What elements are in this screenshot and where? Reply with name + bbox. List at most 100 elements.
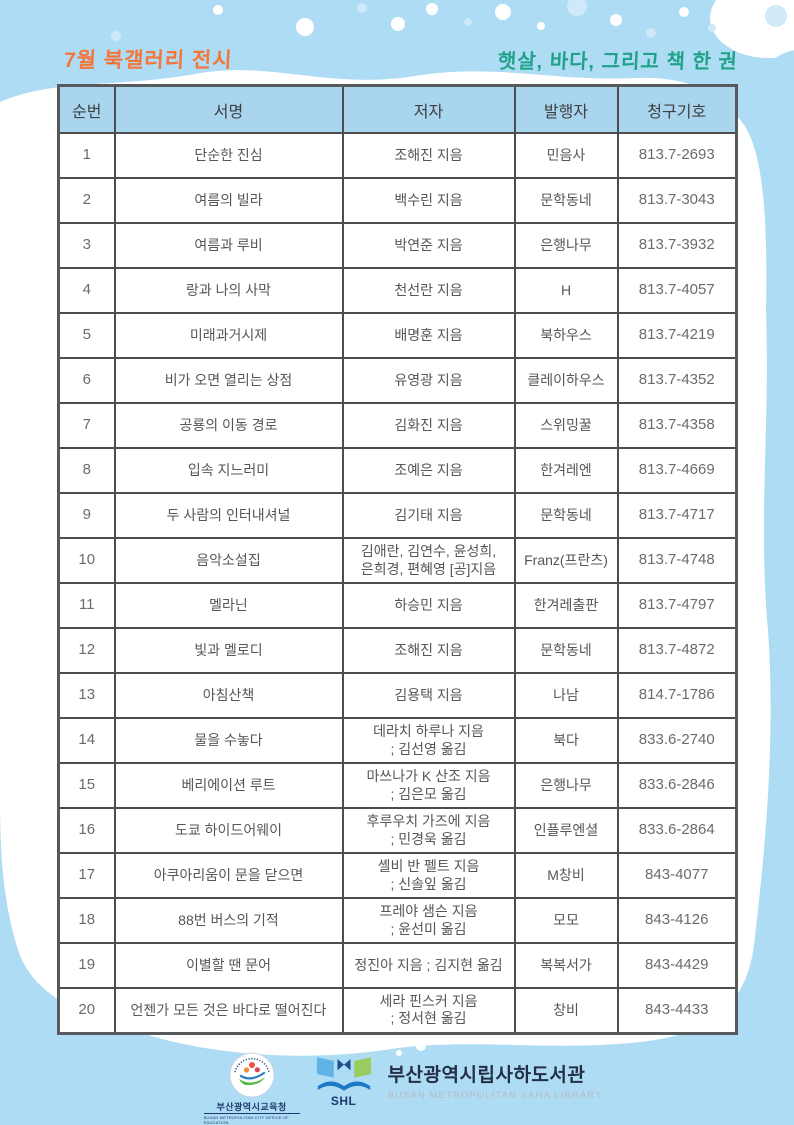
cell-title: 물을 수놓다 [113, 717, 344, 764]
cell-publisher: 북다 [513, 717, 619, 764]
column-header-number: 순번 [57, 84, 116, 134]
cell-callnumber: 813.7-3043 [616, 177, 738, 224]
table-row: 17 아쿠아리움이 문을 닫으면 셸비 반 펠트 지음 ; 신솔잎 옮김 M창비… [57, 852, 738, 899]
cell-number: 2 [57, 177, 116, 224]
cell-publisher: Franz(프란츠) [513, 537, 619, 584]
cell-number: 17 [57, 852, 116, 899]
cell-number: 19 [57, 942, 116, 989]
table-row: 9 두 사람의 인터내셔널 김기태 지음 문학동네 813.7-4717 [57, 492, 738, 539]
cell-number: 14 [57, 717, 116, 764]
cell-number: 11 [57, 582, 116, 629]
table-row: 19 이별할 땐 문어 정진아 지음 ; 김지현 옮김 복복서가 843-442… [57, 942, 738, 989]
footer: 부산광역시교육청 BUSAN METROPOLITAN CITY OFFICE … [6, 1052, 794, 1125]
table-row: 10 음악소설집 김애란, 김연수, 윤성희, 은희경, 편혜영 [공]지음 F… [57, 537, 738, 584]
cell-callnumber: 843-4433 [616, 987, 738, 1034]
cell-author: 후루우치 가즈에 지음 ; 민경욱 옮김 [341, 807, 516, 854]
column-header-publisher: 발행자 [513, 84, 619, 134]
cell-callnumber: 843-4429 [616, 942, 738, 989]
cell-publisher: 나남 [513, 672, 619, 719]
cell-publisher: 모모 [513, 897, 619, 944]
cell-publisher: 북하우스 [513, 312, 619, 359]
cell-author: 백수린 지음 [341, 177, 516, 224]
cell-callnumber: 813.7-4352 [616, 357, 738, 404]
cell-number: 13 [57, 672, 116, 719]
cell-publisher: M창비 [513, 852, 619, 899]
cell-author: 유영광 지음 [341, 357, 516, 404]
table-row: 6 비가 오면 열리는 상점 유영광 지음 클레이하우스 813.7-4352 [57, 357, 738, 404]
cell-publisher: 문학동네 [513, 492, 619, 539]
cell-publisher: 민음사 [513, 132, 619, 179]
cell-publisher: 문학동네 [513, 177, 619, 224]
table-row: 16 도쿄 하이드어웨이 후루우치 가즈에 지음 ; 민경욱 옮김 인플루엔셜 … [57, 807, 738, 854]
cell-title: 도쿄 하이드어웨이 [113, 807, 344, 854]
cell-author: 김용택 지음 [341, 672, 516, 719]
shl-book-icon [316, 1057, 371, 1091]
column-header-author: 저자 [341, 84, 516, 134]
cell-author: 조해진 지음 [341, 627, 516, 674]
cell-publisher: 클레이하우스 [513, 357, 619, 404]
cell-title: 88번 버스의 기적 [113, 897, 344, 944]
library-name-block: 부산광역시립사하도서관 BUSAN METROPOLITAN SAHA LIBR… [388, 1060, 603, 1101]
table-row: 14 물을 수놓다 데라치 하루나 지음 ; 김선영 옮김 북다 833.6-2… [57, 717, 738, 764]
cell-title: 아쿠아리움이 문을 닫으면 [113, 852, 344, 899]
cell-callnumber: 843-4077 [616, 852, 738, 899]
table-row: 8 입속 지느러미 조예은 지음 한겨레엔 813.7-4669 [57, 447, 738, 494]
cell-author: 박연준 지음 [341, 222, 516, 269]
cell-author: 셸비 반 펠트 지음 ; 신솔잎 옮김 [341, 852, 516, 899]
cell-publisher: 창비 [513, 987, 619, 1034]
table-row: 11 멜라닌 하승민 지음 한겨레출판 813.7-4797 [57, 582, 738, 629]
cell-callnumber: 813.7-3932 [616, 222, 738, 269]
library-name-english: BUSAN METROPOLITAN SAHA LIBRARY [387, 1090, 603, 1101]
library-name-korean: 부산광역시립사하도서관 [387, 1065, 586, 1086]
cell-title: 베리에이션 루트 [113, 762, 344, 809]
column-header-title: 서명 [113, 84, 344, 134]
education-office-emblem-icon [229, 1052, 275, 1098]
cell-callnumber: 813.7-4872 [616, 627, 738, 674]
cell-callnumber: 814.7-1786 [616, 672, 738, 719]
cell-author: 배명훈 지음 [341, 312, 516, 359]
cell-title: 멜라닌 [113, 582, 344, 629]
cell-publisher: 은행나무 [513, 762, 619, 809]
cell-author: 하승민 지음 [341, 582, 516, 629]
cell-number: 10 [57, 537, 116, 584]
cell-callnumber: 833.6-2740 [616, 717, 738, 764]
cell-author: 프레야 샘슨 지음 ; 윤선미 옮김 [341, 897, 516, 944]
cell-title: 비가 오면 열리는 상점 [113, 357, 344, 404]
cell-callnumber: 813.7-4717 [616, 492, 738, 539]
table-row: 20 언젠가 모든 것은 바다로 떨어진다 세라 핀스커 지음 ; 정서현 옮김… [57, 987, 738, 1034]
education-office-label: 부산광역시교육청 [216, 1102, 287, 1112]
table-row: 1 단순한 진심 조해진 지음 민음사 813.7-2693 [57, 132, 738, 179]
cell-title: 입속 지느러미 [113, 447, 344, 494]
cell-title: 랑과 나의 사막 [113, 267, 344, 314]
table-row: 12 빛과 멜로디 조해진 지음 문학동네 813.7-4872 [57, 627, 738, 674]
cell-title: 두 사람의 인터내셔널 [113, 492, 344, 539]
cell-title: 공룡의 이동 경로 [113, 402, 344, 449]
busan-education-office-logo: 부산광역시교육청 BUSAN METROPOLITAN CITY OFFICE … [203, 1052, 300, 1125]
cell-number: 7 [57, 402, 116, 449]
cell-number: 15 [57, 762, 116, 809]
cell-author: 정진아 지음 ; 김지현 옮김 [341, 942, 516, 989]
cell-author: 데라치 하루나 지음 ; 김선영 옮김 [341, 717, 516, 764]
page-title: 7월 북갤러리 전시 [63, 49, 234, 72]
cell-number: 1 [57, 132, 116, 179]
cell-author: 조예은 지음 [341, 447, 516, 494]
cell-publisher: H [513, 267, 619, 314]
cell-author: 김기태 지음 [341, 492, 516, 539]
column-header-callnumber: 청구기호 [616, 84, 738, 134]
cell-callnumber: 813.7-4057 [616, 267, 738, 314]
book-list-table: 순번 서명 저자 발행자 청구기호 1 단순한 진심 조해진 지음 민음사 81… [57, 84, 738, 1035]
cell-publisher: 문학동네 [513, 627, 619, 674]
table-row: 15 베리에이션 루트 마쓰나가 K 산조 지음 ; 김은모 옮김 은행나무 8… [57, 762, 738, 809]
cell-title: 음악소설집 [113, 537, 344, 584]
cell-number: 5 [57, 312, 116, 359]
cell-callnumber: 813.7-4219 [616, 312, 738, 359]
cell-author: 김애란, 김연수, 윤성희, 은희경, 편혜영 [공]지음 [341, 537, 516, 584]
saha-library-logo: SHL [316, 1054, 372, 1108]
cell-number: 4 [57, 267, 116, 314]
cell-callnumber: 813.7-4797 [616, 582, 738, 629]
cell-callnumber: 813.7-4748 [616, 537, 738, 584]
cell-publisher: 한겨레엔 [513, 447, 619, 494]
cell-number: 12 [57, 627, 116, 674]
cell-number: 6 [57, 357, 116, 404]
cell-number: 8 [57, 447, 116, 494]
